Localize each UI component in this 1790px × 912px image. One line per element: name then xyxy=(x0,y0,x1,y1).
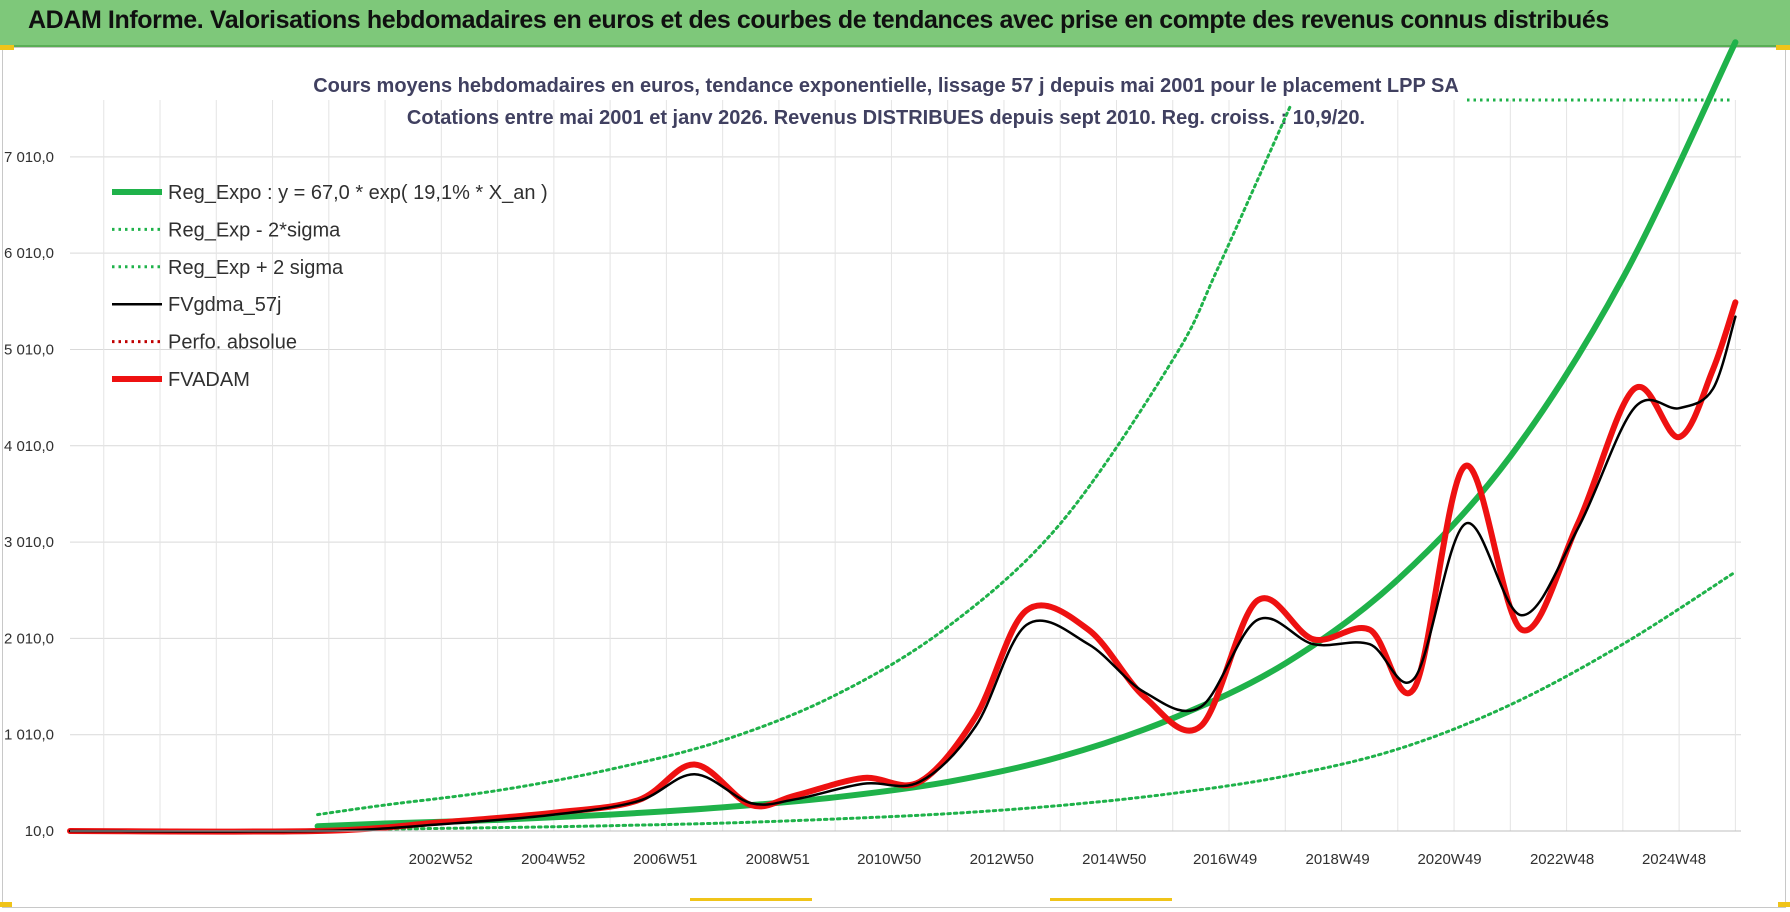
x-tick-label: 2006W51 xyxy=(633,851,697,868)
x-tick-label: 2022W48 xyxy=(1530,851,1594,868)
corner-marker-top-right xyxy=(1776,45,1790,50)
chart-frame xyxy=(2,47,1786,908)
y-tick-label: 7 010,0 xyxy=(4,149,54,166)
corner-marker-bottom-left xyxy=(0,902,12,907)
selection-marker xyxy=(690,898,812,901)
selection-marker xyxy=(1050,898,1172,901)
y-tick-label: 3 010,0 xyxy=(4,534,54,551)
corner-marker-top-left xyxy=(0,45,14,50)
y-tick-label: 6 010,0 xyxy=(4,245,54,262)
series-line xyxy=(67,299,1739,835)
page-title: ADAM Informe. Valorisations hebdomadaire… xyxy=(28,6,1609,34)
y-tick-label: 2 010,0 xyxy=(4,630,54,647)
y-tick-label: 5 010,0 xyxy=(4,341,54,358)
y-axis-ticks: 10,0 1 010,0 2 010,0 3 010,0 4 010,0 5 010,0 6… xyxy=(4,149,54,840)
series-line xyxy=(316,570,1737,832)
x-tick-label: 2010W50 xyxy=(857,851,921,868)
x-axis-ticks: 2002W52 2004W52 2006W51 2008W51 2010W50 2012W… xyxy=(409,851,1706,868)
x-tick-label: 2008W51 xyxy=(746,851,810,868)
corner-marker-bottom-right xyxy=(1778,902,1790,907)
x-tick-label: 2024W48 xyxy=(1642,851,1706,868)
x-tick-label: 2002W52 xyxy=(409,851,473,868)
legend-entry-label: Reg_Expo : y = 67,0 * exp( 19,1% * X_an … xyxy=(168,182,548,204)
x-tick-label: 2018W49 xyxy=(1305,851,1369,868)
legend: Reg_Expo : y = 67,0 * exp( 19,1% * X_an … xyxy=(112,182,548,391)
chart-title: Cours moyens hebdomadaires en euros, ten… xyxy=(313,75,1459,97)
x-tick-label: 2014W50 xyxy=(1082,851,1146,868)
y-tick-label: 10,0 xyxy=(25,823,54,840)
chart-subtitle: Cotations entre mai 2001 et janv 2026. R… xyxy=(407,107,1365,129)
legend-entry-label: FVgdma_57j xyxy=(168,294,281,316)
x-tick-label: 2004W52 xyxy=(521,851,585,868)
series-line xyxy=(314,39,1739,830)
x-tick-label: 2016W49 xyxy=(1193,851,1257,868)
legend-entry-label: FVADAM xyxy=(168,369,250,391)
x-tick-label: 2012W50 xyxy=(970,851,1034,868)
y-tick-label: 1 010,0 xyxy=(4,727,54,744)
gridlines xyxy=(70,100,1741,831)
series-line xyxy=(316,103,1293,817)
series-line xyxy=(68,315,1737,833)
legend-entry-label: Reg_Exp - 2*sigma xyxy=(168,219,341,241)
legend-entry-label: Reg_Exp + 2 sigma xyxy=(168,257,344,279)
legend-entry-label: Perfo. absolue xyxy=(168,332,297,354)
y-tick-label: 4 010,0 xyxy=(4,438,54,455)
series-lines xyxy=(67,39,1739,835)
x-tick-label: 2020W49 xyxy=(1417,851,1481,868)
title-banner: ADAM Informe. Valorisations hebdomadaire… xyxy=(0,0,1790,47)
